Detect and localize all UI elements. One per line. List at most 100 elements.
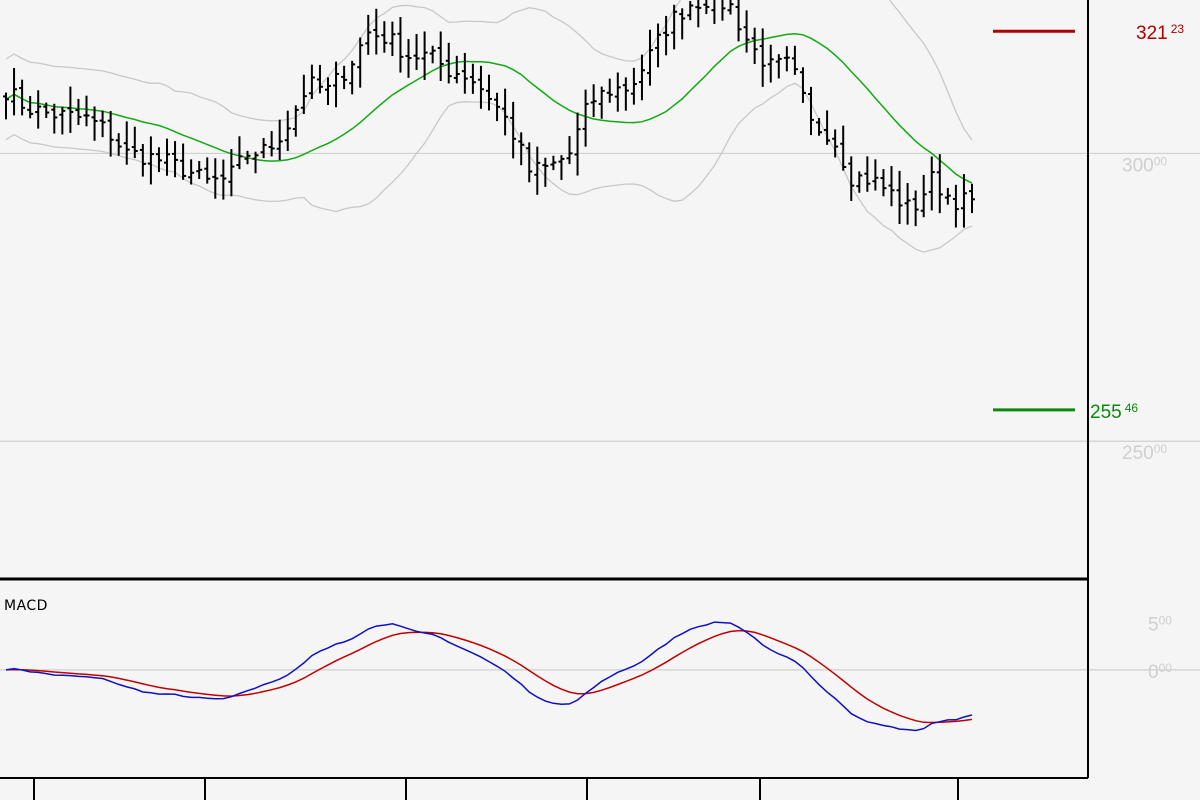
ohlc-bar <box>212 158 219 199</box>
ohlc-bar <box>952 184 959 228</box>
ohlc-bar <box>598 86 605 119</box>
ohlc-bar <box>647 29 653 86</box>
ohlc-bar <box>695 0 702 28</box>
ohlc-bar <box>936 154 943 214</box>
resistance-level-label: 321 23 <box>1136 22 1184 44</box>
ohlc-bar <box>421 31 428 80</box>
ohlc-bar <box>316 64 323 94</box>
ohlc-bar <box>244 150 251 165</box>
ohlc-bar <box>767 44 774 83</box>
ohlc-bar <box>252 151 259 174</box>
macd-axis-tick-label: 500 <box>1148 613 1172 635</box>
ohlc-bar <box>373 8 380 55</box>
ohlc-bar <box>848 156 855 201</box>
ohlc-bar <box>236 136 243 170</box>
ohlc-bar <box>164 138 170 176</box>
chart-frame <box>0 0 1089 800</box>
ohlc-bar <box>526 142 533 183</box>
ohlc-bar <box>300 74 307 114</box>
ohlc-bar <box>341 65 348 90</box>
ohlc-bar <box>655 23 662 68</box>
ohlc-bar <box>107 111 114 157</box>
ohlc-bar <box>808 86 814 136</box>
ohlc-bar <box>268 131 275 157</box>
ohlc-bar <box>494 92 501 122</box>
ohlc-bar <box>880 169 887 197</box>
ohlc-bar <box>155 147 162 173</box>
macd-line <box>5 621 973 732</box>
ohlc-bar <box>333 61 340 108</box>
ohlc-bar <box>461 52 468 94</box>
ohlc-bar <box>864 156 871 192</box>
ohlc-bar <box>437 31 444 81</box>
ohlc-bar <box>389 21 396 57</box>
ohlc-bar <box>228 149 235 197</box>
ohlc-bar <box>67 86 74 133</box>
ohlc-bar <box>743 10 750 53</box>
ohlc-bar <box>775 54 782 79</box>
ohlc-bar <box>325 77 331 106</box>
ohlc-bar <box>196 161 203 180</box>
ohlc-bar <box>429 45 436 64</box>
ohlc-bar <box>308 64 315 99</box>
ohlc-bar <box>721 0 726 21</box>
ohlc-bar <box>671 4 678 50</box>
ohlc-bar <box>534 146 541 195</box>
ohlc-bar <box>759 28 766 87</box>
ohlc-bar <box>75 98 82 125</box>
ohlc-bar <box>349 60 356 95</box>
ohlc-bar <box>590 84 597 117</box>
ohlc-bar <box>357 37 364 88</box>
ohlc-bar <box>969 183 975 214</box>
ohlc-bar <box>365 14 372 55</box>
ohlc-bar <box>872 159 879 191</box>
ohlc-bar <box>83 95 90 127</box>
ohlc-bar <box>445 42 452 84</box>
ohlc-bar <box>832 129 839 158</box>
ohlc-bar <box>510 101 517 159</box>
ohlc-bar <box>711 0 716 24</box>
ohlc-bar <box>622 77 629 111</box>
ohlc-bar <box>663 15 670 56</box>
ohlc-bar <box>896 170 903 225</box>
ohlc-bar <box>147 136 154 185</box>
ohlc-bar <box>131 126 138 159</box>
macd-panel: MACD 500 000 <box>0 598 1200 732</box>
ohlc-bar <box>679 8 686 40</box>
ohlc-bar <box>542 157 549 187</box>
ohlc-bar <box>799 67 806 103</box>
ohlc-bar <box>840 125 847 171</box>
ohlc-bar <box>453 55 460 84</box>
support-level-label: 255 46 <box>1090 401 1138 423</box>
ohlc-bar <box>856 171 863 193</box>
ohlc-bar <box>115 133 122 156</box>
ohlc-bar <box>477 65 484 109</box>
ohlc-bar <box>735 0 742 42</box>
ohlc-bar <box>260 137 267 159</box>
ohlc-bar <box>139 143 146 177</box>
ohlc-bar <box>123 121 130 165</box>
ohlc-bar <box>405 39 412 78</box>
ohlc-bar <box>51 103 58 134</box>
ohlc-bar <box>172 141 179 178</box>
ohlc-bar <box>912 190 919 227</box>
macd-title: MACD <box>4 598 48 614</box>
ohlc-bar <box>3 92 9 120</box>
ohlc-bar <box>727 0 734 15</box>
macd-axis-tick-label: 000 <box>1148 661 1172 683</box>
ohlc-bar <box>381 21 388 53</box>
ohlc-bar <box>816 118 823 136</box>
ohlc-bar <box>188 159 195 185</box>
ohlc-bar <box>35 90 42 129</box>
ohlc-bar <box>204 157 211 184</box>
ohlc-bar <box>582 89 589 147</box>
ohlc-bar <box>824 110 831 145</box>
ohlc-bar <box>59 106 66 135</box>
ohlc-bar <box>904 183 911 225</box>
ohlc-bar <box>518 132 525 166</box>
ohlc-bar <box>276 119 283 161</box>
ohlc-bar <box>566 136 573 165</box>
moving-average-line <box>5 32 973 184</box>
